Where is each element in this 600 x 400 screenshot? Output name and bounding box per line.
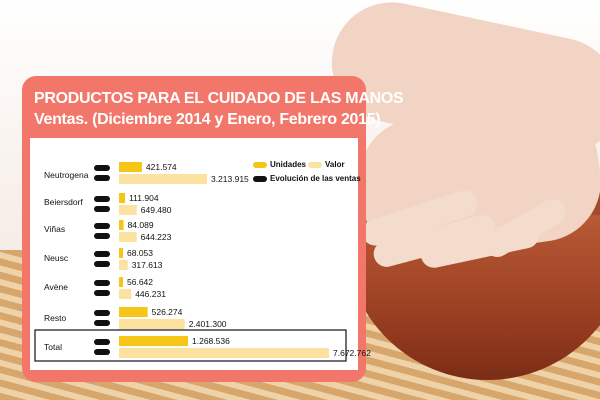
evolution-badge [94, 196, 110, 202]
evolution-badge [94, 251, 110, 257]
legend-label-evolucion: Evolución de las ventas [270, 174, 361, 183]
data-label-valor-resto: 2.401.300 [189, 319, 227, 329]
bar-unidades-avene [119, 277, 123, 287]
data-label-unidades-total: 1.268.536 [192, 336, 230, 346]
legend-swatch-unidades [253, 162, 267, 168]
data-label-valor-neutrogena: 3.213.915 [211, 174, 249, 184]
chart-title: PRODUCTOS PARA EL CUIDADO DE LAS MANOS V… [34, 88, 404, 130]
category-label-total: Total [44, 342, 62, 352]
category-label-resto: Resto [44, 313, 66, 323]
evolution-badge [94, 175, 110, 181]
evolution-badge [94, 280, 110, 286]
data-label-unidades-neutrogena: 421.574 [146, 162, 177, 172]
bar-valor-vinas [119, 232, 137, 242]
bar-unidades-beiersdorf [119, 193, 126, 203]
data-label-unidades-beiersdorf: 111.904 [129, 193, 159, 203]
category-label-neutrogena: Neutrogena [44, 170, 89, 180]
evolution-badge [94, 290, 110, 296]
data-label-unidades-avene: 56.642 [127, 277, 153, 287]
bar-unidades-resto [119, 307, 148, 317]
evolution-badge [94, 320, 110, 326]
chart-title-line2: Ventas. (Diciembre 2014 y Enero, Febrero… [34, 111, 381, 128]
data-label-unidades-neusc: 68.053 [127, 248, 153, 258]
legend-swatch-evolucion [253, 176, 267, 182]
evolution-badge [94, 261, 110, 267]
bar-valor-neusc [119, 260, 128, 270]
data-label-valor-avene: 446.231 [135, 289, 166, 299]
category-label-neusc: Neusc [44, 253, 69, 263]
data-label-valor-vinas: 644.223 [141, 232, 172, 242]
total-row-frame [34, 329, 347, 362]
data-label-valor-total: 7.672.762 [333, 348, 371, 358]
evolution-badge [94, 310, 110, 316]
bar-unidades-vinas [119, 220, 124, 230]
bar-valor-avene [119, 289, 132, 299]
evolution-badge [94, 349, 110, 355]
data-label-valor-neusc: 317.613 [132, 260, 163, 270]
category-label-beiersdorf: Beiersdorf [44, 197, 83, 207]
bar-unidades-neusc [119, 248, 123, 258]
bar-valor-beiersdorf [119, 205, 137, 215]
evolution-badge [94, 233, 110, 239]
evolution-badge [94, 165, 110, 171]
evolution-badge [94, 223, 110, 229]
bar-unidades-neutrogena [119, 162, 142, 172]
bar-valor-total [119, 348, 329, 358]
category-label-vinas: Viñas [44, 224, 65, 234]
bar-valor-resto [119, 319, 185, 329]
evolution-badge [94, 206, 110, 212]
legend-swatch-valor [308, 162, 322, 168]
bar-valor-neutrogena [119, 174, 207, 184]
data-label-unidades-vinas: 84.089 [128, 220, 154, 230]
data-label-valor-beiersdorf: 649.480 [141, 205, 172, 215]
data-label-unidades-resto: 526.274 [152, 307, 183, 317]
legend-label-valor: Valor [325, 160, 345, 169]
chart-title-line1: PRODUCTOS PARA EL CUIDADO DE LAS MANOS [34, 90, 404, 107]
category-label-avene: Avène [44, 282, 68, 292]
bar-unidades-total [119, 336, 188, 346]
evolution-badge [94, 339, 110, 345]
legend-label-unidades: Unidades [270, 160, 307, 169]
